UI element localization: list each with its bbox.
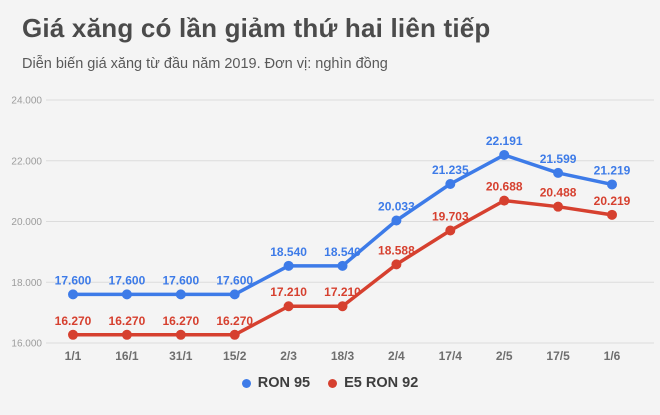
data-point-label: 16.270 [109, 314, 146, 328]
x-axis-tick-label: 17/5 [546, 349, 570, 363]
data-point-label: 16.270 [162, 314, 199, 328]
x-axis-tick-label: 31/1 [169, 349, 193, 363]
data-point-ron95[interactable] [553, 167, 564, 178]
x-axis-tick-label: 15/2 [223, 349, 247, 363]
series-line-ron95 [73, 153, 613, 297]
data-point-label: 17.210 [270, 285, 307, 299]
x-axis-tick-label: 2/3 [280, 349, 297, 363]
data-point-ron95[interactable] [607, 179, 617, 190]
x-axis-tick-label: 2/5 [496, 349, 513, 363]
data-point-label: 18.540 [270, 245, 307, 259]
data-point-ron95[interactable] [283, 260, 294, 271]
y-axis-tick-label: 24.000 [11, 96, 42, 107]
data-point-ron95[interactable] [499, 149, 510, 160]
legend-item-e5ron92[interactable]: E5 RON 92 [328, 375, 418, 391]
data-point-ron95[interactable] [175, 289, 186, 300]
data-point-label: 22.191 [486, 134, 523, 148]
data-point-label: 21.219 [594, 163, 631, 177]
data-point-e5ron92[interactable] [499, 195, 510, 206]
data-point-e5ron92[interactable] [607, 209, 617, 220]
y-axis-tick-label: 16.000 [11, 339, 42, 350]
chart-title: Giá xăng có lần giảm thứ hai liên tiếp [22, 13, 491, 43]
data-point-e5ron92[interactable] [337, 301, 348, 312]
y-axis-tick-label: 22.000 [11, 156, 42, 167]
data-point-e5ron92[interactable] [283, 301, 294, 312]
data-point-e5ron92[interactable] [121, 329, 132, 340]
data-point-label: 16.270 [55, 314, 92, 328]
data-point-label: 18.540 [324, 245, 361, 259]
data-point-e5ron92[interactable] [175, 329, 186, 340]
data-point-ron95[interactable] [337, 260, 348, 271]
legend-label-e5ron92: E5 RON 92 [344, 375, 419, 391]
data-point-label: 17.600 [55, 273, 92, 287]
data-point-e5ron92[interactable] [445, 225, 456, 236]
x-axis-tick-label: 1/6 [604, 349, 621, 363]
chart-subtitle: Diễn biến giá xăng từ đầu năm 2019. Đơn … [22, 56, 388, 72]
legend-marker-e5ron92-icon [328, 378, 338, 388]
data-point-label: 16.270 [216, 314, 253, 328]
x-axis-tick-label: 17/4 [439, 349, 463, 363]
line-chart: 16.000 18.000 20.000 22.000 24.000 1/1 16/1 31/… [11, 96, 654, 363]
data-point-e5ron92[interactable] [391, 259, 402, 270]
data-point-ron95[interactable] [445, 178, 456, 189]
data-point-label: 17.600 [109, 273, 146, 287]
data-point-label: 17.210 [324, 285, 361, 299]
data-point-ron95[interactable] [121, 289, 132, 300]
legend-marker-ron95-icon [241, 378, 251, 388]
data-point-label: 20.033 [378, 199, 415, 213]
x-axis-tick-label: 2/4 [388, 349, 405, 363]
data-point-e5ron92[interactable] [229, 329, 240, 340]
x-axis-tick-label: 18/3 [331, 349, 355, 363]
data-point-label: 17.600 [216, 273, 253, 287]
data-point-ron95[interactable] [68, 289, 78, 300]
data-point-label: 20.688 [486, 180, 523, 194]
y-axis-tick-label: 20.000 [11, 217, 42, 228]
y-axis-tick-label: 18.000 [11, 278, 42, 289]
legend-label-ron95: RON 95 [257, 375, 311, 391]
data-point-label: 17.600 [162, 273, 199, 287]
data-point-label: 21.599 [540, 152, 577, 166]
chart-legend: RON 95 E5 RON 92 [0, 375, 660, 391]
data-point-label: 20.488 [540, 186, 577, 200]
x-axis-tick-label: 16/1 [115, 349, 139, 363]
data-point-label: 21.235 [432, 163, 469, 177]
data-point-e5ron92[interactable] [68, 329, 78, 340]
data-point-ron95[interactable] [229, 289, 240, 300]
data-point-label: 19.703 [432, 210, 469, 224]
x-axis-tick-label: 1/1 [65, 349, 82, 363]
data-point-label: 20.219 [594, 194, 631, 208]
legend-item-ron95[interactable]: RON 95 [241, 375, 311, 391]
data-point-ron95[interactable] [391, 215, 402, 226]
data-point-label: 18.588 [378, 243, 415, 257]
data-point-e5ron92[interactable] [553, 201, 564, 212]
